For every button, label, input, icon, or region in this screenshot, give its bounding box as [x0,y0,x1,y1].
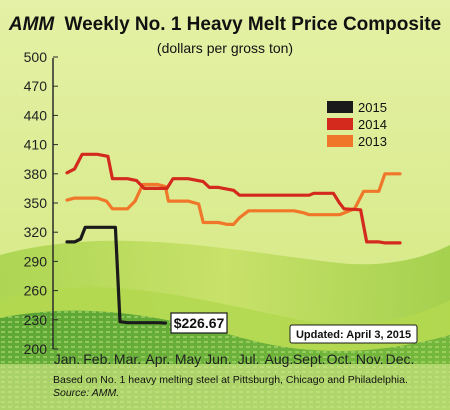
x-tick-label: Nov. [356,351,384,367]
updated-label: Updated: April 3, 2015 [296,329,411,341]
x-tick-label: Jul. [238,351,260,367]
legend-swatch-2014 [327,118,353,130]
last-value-label: $226.67 [174,315,225,331]
x-tick-label: Oct. [327,351,353,367]
last-value-callout: $226.67 [170,312,228,334]
y-tick-label: 380 [24,166,48,182]
y-tick-label: 500 [24,49,48,65]
x-tick-label: May [175,351,201,367]
chart-title: AMM Weekly No. 1 Heavy Melt Price Compos… [8,14,441,35]
y-tick-label: 470 [24,78,48,94]
x-tick-label: Feb. [83,351,111,367]
x-tick-label: Jun. [205,351,231,367]
x-tick-label: Sept. [293,351,326,367]
y-tick-label: 260 [24,283,48,299]
x-tick-label: Mar. [114,351,141,367]
legend: 2015 2014 2013 [327,100,387,149]
y-tick-label: 230 [24,312,48,328]
title-rest: Weekly No. 1 Heavy Melt Price Composite [65,14,442,35]
title-brand: AMM [8,14,56,35]
chart-subtitle: (dollars per gross ton) [157,40,293,56]
y-tick-label: 290 [24,253,48,269]
y-tick-label: 440 [24,107,48,123]
y-axis-ticks: 200 230 260 290 320 350 380 410 440 470 500 [24,49,58,357]
legend-label-2015: 2015 [358,100,387,115]
legend-label-2013: 2013 [358,134,387,149]
x-tick-label: Aug. [265,351,294,367]
series-line-2015 [65,225,167,325]
x-tick-label: Dec. [386,351,415,367]
updated-badge: Updated: April 3, 2015 [289,324,418,344]
y-tick-label: 320 [24,224,48,240]
source-note-line1: Based on No. 1 heavy melting steel at Pi… [53,374,408,386]
series-line-2014 [65,152,402,245]
x-tick-label: Apr. [145,351,170,367]
legend-swatch-2015 [327,101,353,113]
source-note-line2: Source: AMM. [53,387,119,399]
y-tick-label: 200 [24,341,48,357]
y-tick-label: 350 [24,195,48,211]
legend-label-2014: 2014 [358,117,387,132]
series-layer [65,152,402,325]
last-value-box [170,312,228,334]
footer-band [0,364,450,410]
x-tick-label: Jan. [54,351,80,367]
x-axis-ticks: Jan. Feb. Mar. Apr. May Jun. Jul. Aug. Sept. Oct.… [54,351,415,367]
series-line-2013 [65,172,402,226]
updated-box [289,324,418,344]
legend-swatch-2013 [327,135,353,147]
y-tick-label: 410 [24,137,48,153]
